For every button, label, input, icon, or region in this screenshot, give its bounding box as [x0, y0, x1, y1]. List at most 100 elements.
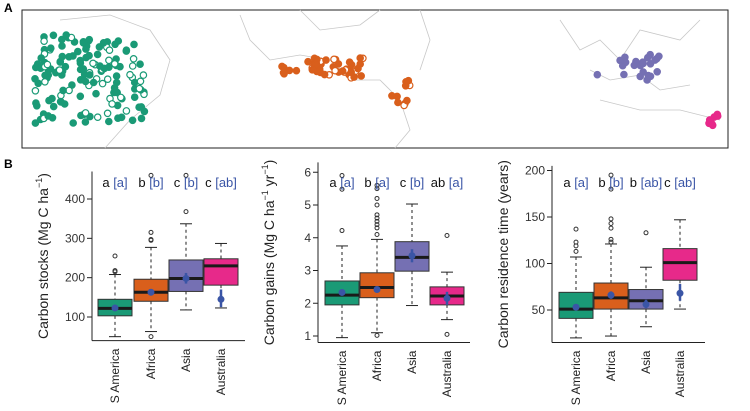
- site-dot-s-america: [114, 37, 123, 45]
- site-dot-s-america: [55, 66, 64, 74]
- y-tick-label: 5: [304, 198, 311, 212]
- site-dot-africa: [280, 70, 288, 78]
- panel-label-a: A: [4, 1, 13, 15]
- letter-bracket: [b]: [609, 175, 623, 190]
- outlier-point: [573, 226, 579, 232]
- site-dot-s-america: [81, 109, 90, 117]
- site-dot-s-america: [105, 63, 113, 71]
- site-dot-s-america: [103, 109, 112, 118]
- box-iqr: [662, 248, 698, 281]
- site-dot-s-america: [81, 77, 90, 86]
- y-tick-label: 50: [532, 303, 546, 317]
- y-tick-label: 3: [304, 264, 311, 278]
- site-dot-asia: [638, 58, 647, 67]
- site-dot-s-america: [93, 113, 102, 122]
- site-dot-s-america: [89, 78, 98, 87]
- box-iqr: [359, 272, 395, 299]
- outlier-point: [112, 253, 118, 259]
- site-dot-asia: [643, 53, 652, 62]
- box-s-america: S America a [a]: [324, 173, 360, 405]
- y-axis-label-part: ): [261, 160, 277, 165]
- site-dot-s-america: [79, 37, 88, 46]
- mean-point: [147, 288, 155, 296]
- significance-letters: c [ab]: [664, 175, 696, 190]
- site-dot-s-america: [128, 116, 137, 125]
- significance-letters: b [ab]: [630, 175, 663, 190]
- site-dot-s-america: [126, 70, 134, 79]
- outlier-point: [148, 237, 154, 243]
- site-dot-s-america: [45, 96, 53, 105]
- site-dot-s-america: [112, 72, 121, 80]
- significance-letters: a [a]: [329, 175, 354, 190]
- letter-bracket: [ab]: [215, 175, 237, 190]
- site-dot-africa: [322, 56, 330, 64]
- y-axis-label: Carbon residence time (years): [495, 160, 511, 348]
- x-tick-label: S America: [335, 350, 349, 405]
- y-tick-label: 1: [304, 329, 311, 343]
- site-dot-s-america: [82, 53, 90, 62]
- site-dot-s-america: [32, 102, 41, 110]
- site-dot-s-america: [61, 62, 70, 71]
- y-tick-label: 150: [525, 210, 545, 224]
- site-dot-africa: [402, 78, 410, 86]
- outlier-point: [374, 182, 380, 188]
- site-dot-s-america: [58, 52, 67, 61]
- panel-label-b: B: [4, 157, 13, 171]
- y-tick-label: 2: [304, 296, 311, 310]
- x-tick-label: S America: [108, 348, 122, 403]
- outlier-point: [374, 195, 380, 201]
- outlier-point: [608, 221, 614, 227]
- site-dot-australia: [713, 112, 722, 120]
- outlier-point: [339, 228, 345, 234]
- letter-bracket: [a]: [113, 175, 127, 190]
- letter: b: [138, 175, 149, 190]
- outlier-point: [608, 236, 614, 242]
- site-dot-s-america: [130, 40, 138, 49]
- site-dot-s-america: [41, 71, 49, 80]
- x-tick-label: Australia: [440, 350, 454, 397]
- x-tick-label: Africa: [370, 350, 384, 381]
- box-asia: Asia c [b]: [394, 175, 430, 374]
- mean-point: [182, 274, 190, 282]
- outlier-point: [643, 230, 649, 236]
- site-dot-s-america: [69, 119, 78, 127]
- significance-letters: c [b]: [400, 175, 425, 190]
- box-australia: Australia c [ab]: [203, 175, 239, 395]
- outlier-point: [374, 202, 380, 208]
- box-africa: Africa b [b]: [593, 172, 629, 381]
- mean-point: [111, 304, 119, 312]
- outlier-point: [112, 268, 118, 274]
- y-tick-label: 200: [65, 271, 85, 285]
- site-dot-africa: [345, 58, 354, 67]
- site-dot-s-america: [93, 50, 102, 59]
- site-dot-s-america: [85, 71, 94, 79]
- y-axis-label-part: Carbon stocks (Mg C ha: [35, 188, 51, 339]
- box-s-america: S America a [a]: [97, 175, 133, 403]
- site-dot-asia: [620, 70, 628, 79]
- outlier-point: [608, 186, 614, 192]
- outlier-point: [339, 186, 345, 192]
- site-dot-asia: [621, 58, 630, 67]
- site-dot-s-america: [49, 102, 58, 111]
- site-dot-s-america: [136, 60, 144, 68]
- boxplot-panel-3: 50 100 150 200 Carbon residence time (years)…: [495, 160, 705, 405]
- y-axis-label-part: −1: [260, 190, 270, 200]
- letter: c: [400, 175, 410, 190]
- letter: b: [364, 175, 375, 190]
- letter: ab: [431, 175, 449, 190]
- site-dot-s-america: [37, 54, 46, 62]
- x-tick-label: S America: [569, 350, 583, 405]
- site-dot-s-america: [48, 114, 57, 122]
- significance-letters: b [b]: [598, 175, 623, 190]
- site-dot-s-america: [135, 84, 144, 93]
- outlier-point: [573, 239, 579, 245]
- outlier-point: [148, 172, 154, 178]
- site-dot-s-america: [129, 54, 138, 63]
- outlier-point: [608, 225, 614, 231]
- site-dot-s-america: [81, 118, 90, 126]
- letter: a: [329, 175, 340, 190]
- letter-bracket: [ab]: [674, 175, 696, 190]
- site-dot-s-america: [137, 103, 146, 111]
